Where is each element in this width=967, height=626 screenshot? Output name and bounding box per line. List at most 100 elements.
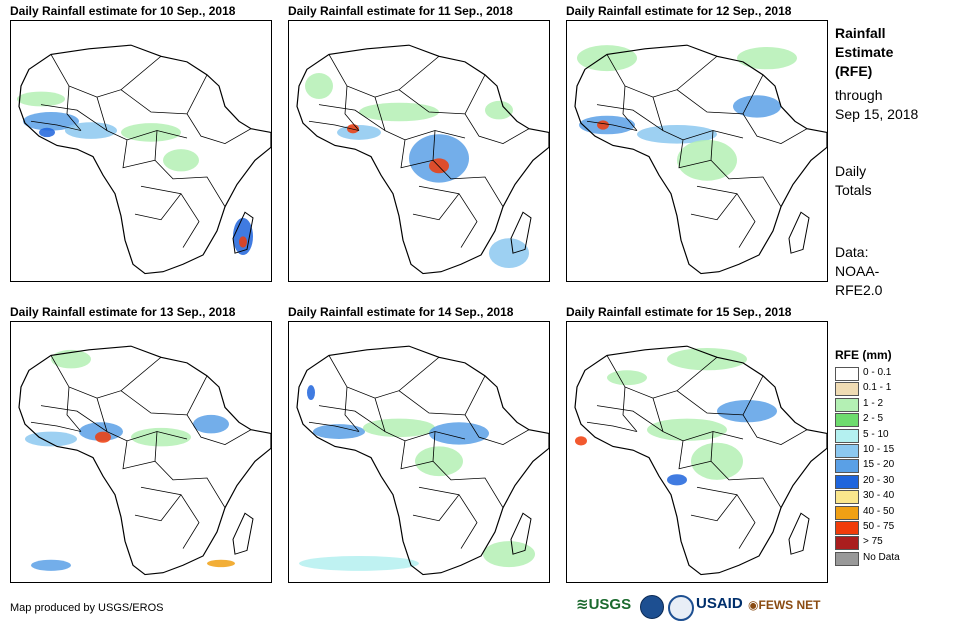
legend-swatch xyxy=(835,490,859,505)
legend-label: 0.1 - 1 xyxy=(863,382,892,394)
product-title-line: Rainfall xyxy=(835,25,886,41)
country-border xyxy=(308,120,360,131)
country-border xyxy=(586,421,638,432)
country-border xyxy=(412,494,460,522)
coastline xyxy=(18,345,271,576)
country-border xyxy=(676,74,764,115)
product-title-line: (RFE) xyxy=(835,63,873,79)
country-border xyxy=(122,440,156,470)
country-border xyxy=(678,139,712,169)
product-title: Rainfall Estimate (RFE) xyxy=(835,24,893,81)
country-border xyxy=(622,386,638,432)
country-border xyxy=(120,375,208,416)
country-border xyxy=(696,185,756,248)
africa-map-svg xyxy=(574,44,827,275)
legend-swatch xyxy=(835,551,859,566)
country-border xyxy=(96,398,188,442)
legend-swatch xyxy=(835,397,859,412)
country-border xyxy=(606,355,718,399)
panel-title: Daily Rainfall estimate for 10 Sep., 201… xyxy=(10,4,236,18)
rainfall-area xyxy=(733,95,781,118)
country-border xyxy=(134,193,182,221)
rainfall-area xyxy=(307,385,315,400)
rainfall-map xyxy=(10,321,272,583)
data-source-line: Data: xyxy=(835,244,869,260)
panel-title: Daily Rainfall estimate for 13 Sep., 201… xyxy=(10,305,236,319)
panel-title: Daily Rainfall estimate for 15 Sep., 201… xyxy=(566,305,792,319)
country-border xyxy=(186,414,252,445)
country-border xyxy=(50,54,162,98)
rainfall-area xyxy=(239,236,247,248)
legend-swatch xyxy=(835,521,859,535)
country-border xyxy=(374,398,466,442)
country-border xyxy=(464,113,530,144)
through-date: through Sep 15, 2018 xyxy=(835,86,918,124)
rainfall-area xyxy=(207,559,235,568)
legend-label: 50 - 75 xyxy=(863,521,895,532)
country-border xyxy=(344,386,360,432)
country-border xyxy=(678,440,712,470)
usaid-logo: USAID xyxy=(696,595,743,612)
country-border xyxy=(418,486,478,549)
country-border xyxy=(40,405,108,432)
rainfall-map xyxy=(566,20,828,282)
usgs-logo: ≋USGS xyxy=(576,596,632,613)
country-border xyxy=(400,139,434,169)
country-border xyxy=(50,355,162,399)
rainfall-area xyxy=(305,73,333,99)
africa-map-svg xyxy=(18,345,271,576)
country-border xyxy=(318,104,386,131)
rainfall-area xyxy=(299,556,419,571)
country-border xyxy=(66,85,82,131)
rainfall-area xyxy=(483,541,535,568)
data-source-line: NOAA- xyxy=(835,263,880,279)
country-border xyxy=(134,494,182,522)
rainfall-area xyxy=(717,400,777,423)
country-border xyxy=(742,414,808,445)
country-border xyxy=(140,486,200,549)
country-border xyxy=(154,431,226,508)
rainfall-area xyxy=(23,112,79,131)
legend-label: 5 - 10 xyxy=(863,428,889,440)
legend-label: 1 - 2 xyxy=(863,397,884,409)
totals-line: Daily xyxy=(835,163,867,179)
rainfall-area xyxy=(415,446,463,477)
rainfall-area xyxy=(39,127,55,138)
rainfall-area xyxy=(79,422,123,441)
rainfall-area xyxy=(131,427,191,447)
coastline xyxy=(574,345,827,576)
rainfall-area xyxy=(607,370,647,386)
panel-title: Daily Rainfall estimate for 12 Sep., 201… xyxy=(566,4,792,18)
rainfall-area xyxy=(359,102,439,122)
africa-map-svg xyxy=(17,44,271,275)
noaa-logo-icon xyxy=(640,595,664,619)
rainfall-map xyxy=(10,20,272,282)
rainfall-area xyxy=(409,134,469,183)
rainfall-area xyxy=(17,91,65,107)
rainfall-area xyxy=(95,431,111,443)
legend-swatch xyxy=(835,367,859,381)
legend-title: RFE (mm) xyxy=(835,348,892,362)
country-border xyxy=(120,74,208,115)
legend-swatch xyxy=(835,474,859,489)
rainfall-map xyxy=(288,321,550,583)
legend-label: 0 - 0.1 xyxy=(863,367,892,378)
country-border xyxy=(622,85,638,131)
country-border xyxy=(140,185,200,248)
rainfall-area xyxy=(429,158,449,174)
country-border xyxy=(652,97,744,141)
africa-map-svg xyxy=(574,345,827,576)
madagascar-outline xyxy=(788,512,810,555)
legend-label: 20 - 30 xyxy=(863,474,895,486)
country-border xyxy=(122,139,156,169)
country-border xyxy=(318,405,386,432)
country-border xyxy=(710,431,782,508)
rainfall-area xyxy=(363,418,435,438)
panel-title: Daily Rainfall estimate for 14 Sep., 201… xyxy=(288,305,514,319)
data-source: Data: NOAA- RFE2.0 xyxy=(835,243,882,300)
rainfall-area xyxy=(575,436,587,446)
madagascar-outline xyxy=(510,512,532,555)
madagascar-outline xyxy=(232,211,254,254)
logo-strip: ≋USGS USAID ◉FEWS NET xyxy=(576,595,826,621)
rainfall-map xyxy=(566,321,828,583)
